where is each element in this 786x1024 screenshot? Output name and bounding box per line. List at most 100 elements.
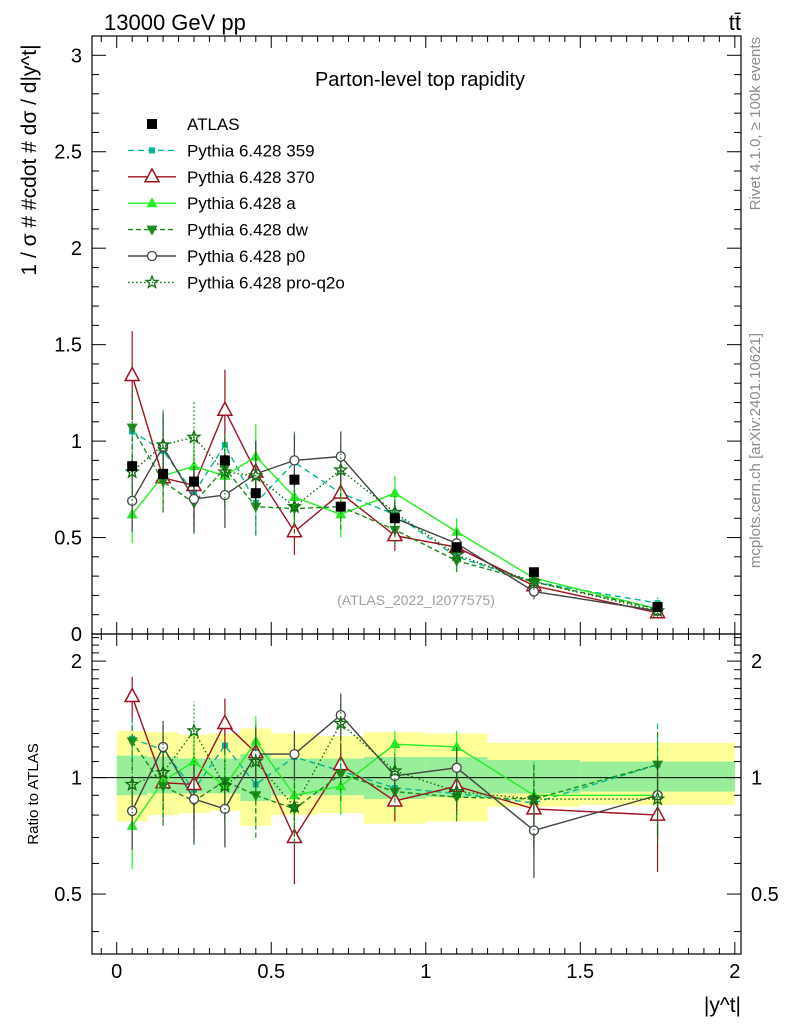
data-point: [335, 451, 346, 462]
legend-entry: ATLAS: [147, 115, 240, 134]
legend-label: Pythia 6.428 359: [187, 141, 315, 160]
data-point: [126, 423, 138, 434]
ratio-point: [124, 776, 140, 791]
y-tick-label: 2: [71, 238, 82, 260]
data-point: [288, 491, 300, 502]
legend-label: Pythia 6.428 dw: [187, 221, 309, 240]
ratio-point: [126, 737, 138, 748]
ratio-point: [188, 755, 200, 766]
data-point: [219, 455, 230, 466]
legend-marker: [146, 225, 158, 236]
ratio-y-tick-label: 0.5: [54, 884, 82, 906]
data-point: [188, 476, 199, 487]
ratio-point: [451, 740, 463, 751]
legend-entry: Pythia 6.428 359: [128, 141, 315, 160]
source-label: mcplots.cern.ch [arXiv:2401.10621]: [747, 333, 764, 568]
data-point: [526, 573, 542, 589]
ratio-y-tick-label: 2: [71, 651, 82, 673]
main-y-axis-label: 1 / σ # #cdot # dσ / d|y^t|: [18, 44, 41, 275]
ratio-series-pythia-6-428-pro-q2o: [124, 700, 666, 843]
ratio-y-tick-label: 1: [751, 768, 762, 790]
ratio-point: [387, 762, 403, 778]
ratio-point: [335, 709, 346, 721]
data-point: [528, 586, 540, 597]
ratio-point: [123, 686, 141, 703]
ratio-y-axis-label: Ratio to ATLAS: [25, 743, 42, 844]
ratio-point: [449, 783, 465, 799]
ratio-point: [289, 748, 300, 760]
axis-tick-labels: 0 0.5 1 1.5 2 0 0.5 1 1.5 2 2.5 3 0.5 0.5 1 1 2 2: [54, 45, 779, 983]
ratio-plot-frame: [91, 633, 742, 955]
legend-entry: Pythia 6.428 dw: [128, 221, 309, 240]
data-point: [289, 455, 300, 466]
y-tick-label: 1: [71, 431, 82, 453]
data-point: [250, 488, 261, 499]
ratio-point: [155, 764, 171, 780]
data-point: [286, 498, 303, 514]
analysis-watermark: (ATLAS_2022_I2077575): [337, 592, 495, 608]
data-point: [389, 487, 401, 498]
data-point: [123, 365, 141, 382]
legend-marker: [143, 167, 161, 183]
data-point: [528, 567, 539, 578]
legend-entry: Pythia 6.428 a: [128, 194, 296, 213]
ratio-point: [188, 793, 200, 805]
legend-label: ATLAS: [187, 115, 240, 134]
data-point: [157, 477, 169, 488]
data-point: [188, 493, 200, 505]
series-pythia-6-428-p0: [127, 412, 663, 617]
data-point: [216, 400, 234, 416]
ratio-point: [217, 778, 233, 793]
data-point: [158, 468, 169, 479]
y-tick-label: 0.5: [54, 528, 82, 550]
ratio-point: [451, 762, 462, 773]
rivet-version-label: Rivet 4.1.0, ≥ 100k events: [747, 37, 764, 210]
data-point: [217, 463, 233, 479]
data-point: [289, 474, 300, 485]
ratio-point: [335, 770, 347, 781]
ratio-point: [286, 798, 303, 814]
data-point: [186, 429, 202, 444]
main-plot-title: Parton-level top rapidity: [315, 69, 525, 91]
legend: ATLAS Pythia 6.428 359 Pythia 6.428 370 Pyt…: [128, 115, 345, 292]
ratio-y-tick-label: 0.5: [751, 884, 779, 906]
legend-label: Pythia 6.428 pro-q2o: [187, 273, 345, 292]
series-atlas: [127, 454, 663, 612]
ratio-point: [649, 791, 666, 806]
y-tick-label: 1.5: [54, 335, 82, 357]
data-point: [451, 542, 462, 553]
ratio-point: [250, 791, 262, 802]
ratio-point: [335, 780, 347, 791]
legend-marker: [146, 197, 158, 208]
legend-marker: [146, 250, 158, 262]
data-point: [652, 601, 663, 612]
legend-label: Pythia 6.428 a: [187, 194, 296, 213]
y-tick-label: 2.5: [54, 142, 82, 164]
legend-entry: Pythia 6.428 370: [128, 167, 315, 187]
legend-marker: [147, 119, 157, 129]
legend-label: Pythia 6.428 370: [187, 168, 315, 187]
x-tick-label: 1.5: [566, 961, 594, 983]
legend-marker: [144, 274, 160, 289]
data-point: [188, 460, 200, 471]
data-point: [127, 461, 138, 472]
ratio-point: [248, 753, 264, 769]
x-tick-label: 1: [420, 961, 431, 983]
y-tick-label: 3: [71, 45, 82, 67]
ratio-uncertainty-bands: [92, 728, 741, 826]
x-axis-label: |y^t|: [704, 994, 741, 1017]
ratio-point: [127, 805, 138, 817]
x-tick-label: 2: [729, 961, 740, 983]
x-tick-label: 0.5: [257, 961, 285, 983]
legend-label: Pythia 6.428 p0: [187, 247, 305, 266]
ratio-y-tick-label: 1: [71, 768, 82, 790]
x-tick-label: 0: [111, 961, 122, 983]
legend-marker: [149, 147, 155, 154]
series-pythia-6-428-pro-q2o: [124, 402, 666, 618]
ratio-point: [186, 722, 202, 738]
process-label: tt̄: [729, 10, 741, 35]
series-marks: [123, 331, 666, 885]
axis-ticks: [92, 36, 741, 954]
ratio-point: [389, 738, 401, 749]
